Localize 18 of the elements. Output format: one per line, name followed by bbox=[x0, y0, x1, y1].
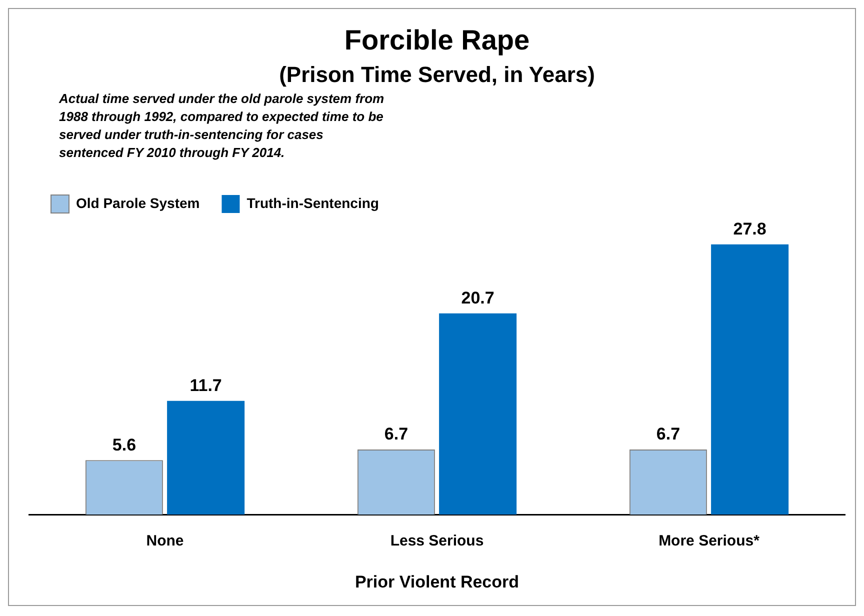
data-label: 6.7 bbox=[656, 424, 680, 444]
x-tick-label: Less Serious bbox=[390, 532, 484, 550]
chart-subtitle: (Prison Time Served, in Years) bbox=[279, 62, 595, 87]
chart-title: Forcible Rape bbox=[344, 24, 530, 56]
legend-label: Old Parole System bbox=[76, 194, 200, 211]
bar bbox=[439, 313, 517, 515]
x-tick-label: More Serious* bbox=[658, 532, 760, 550]
data-label: 11.7 bbox=[190, 376, 222, 396]
data-label: 5.6 bbox=[112, 435, 136, 454]
data-label: 20.7 bbox=[461, 288, 494, 308]
x-axis-title: Prior Violent Record bbox=[354, 572, 520, 592]
text: Actual time served under the old parole system from 1988 through 1992, compared to expected time to be served under truth-in-sentencing for cases sentenced FY 2010 through FY 2014. bbox=[58, 91, 385, 160]
bar bbox=[711, 244, 789, 515]
data-label: 27.8 bbox=[733, 220, 766, 239]
data-label: 6.7 bbox=[384, 424, 408, 444]
bar bbox=[167, 400, 245, 515]
x-tick-label: None bbox=[146, 532, 184, 550]
legend-label: Truth-in-Sentencing bbox=[246, 194, 379, 211]
